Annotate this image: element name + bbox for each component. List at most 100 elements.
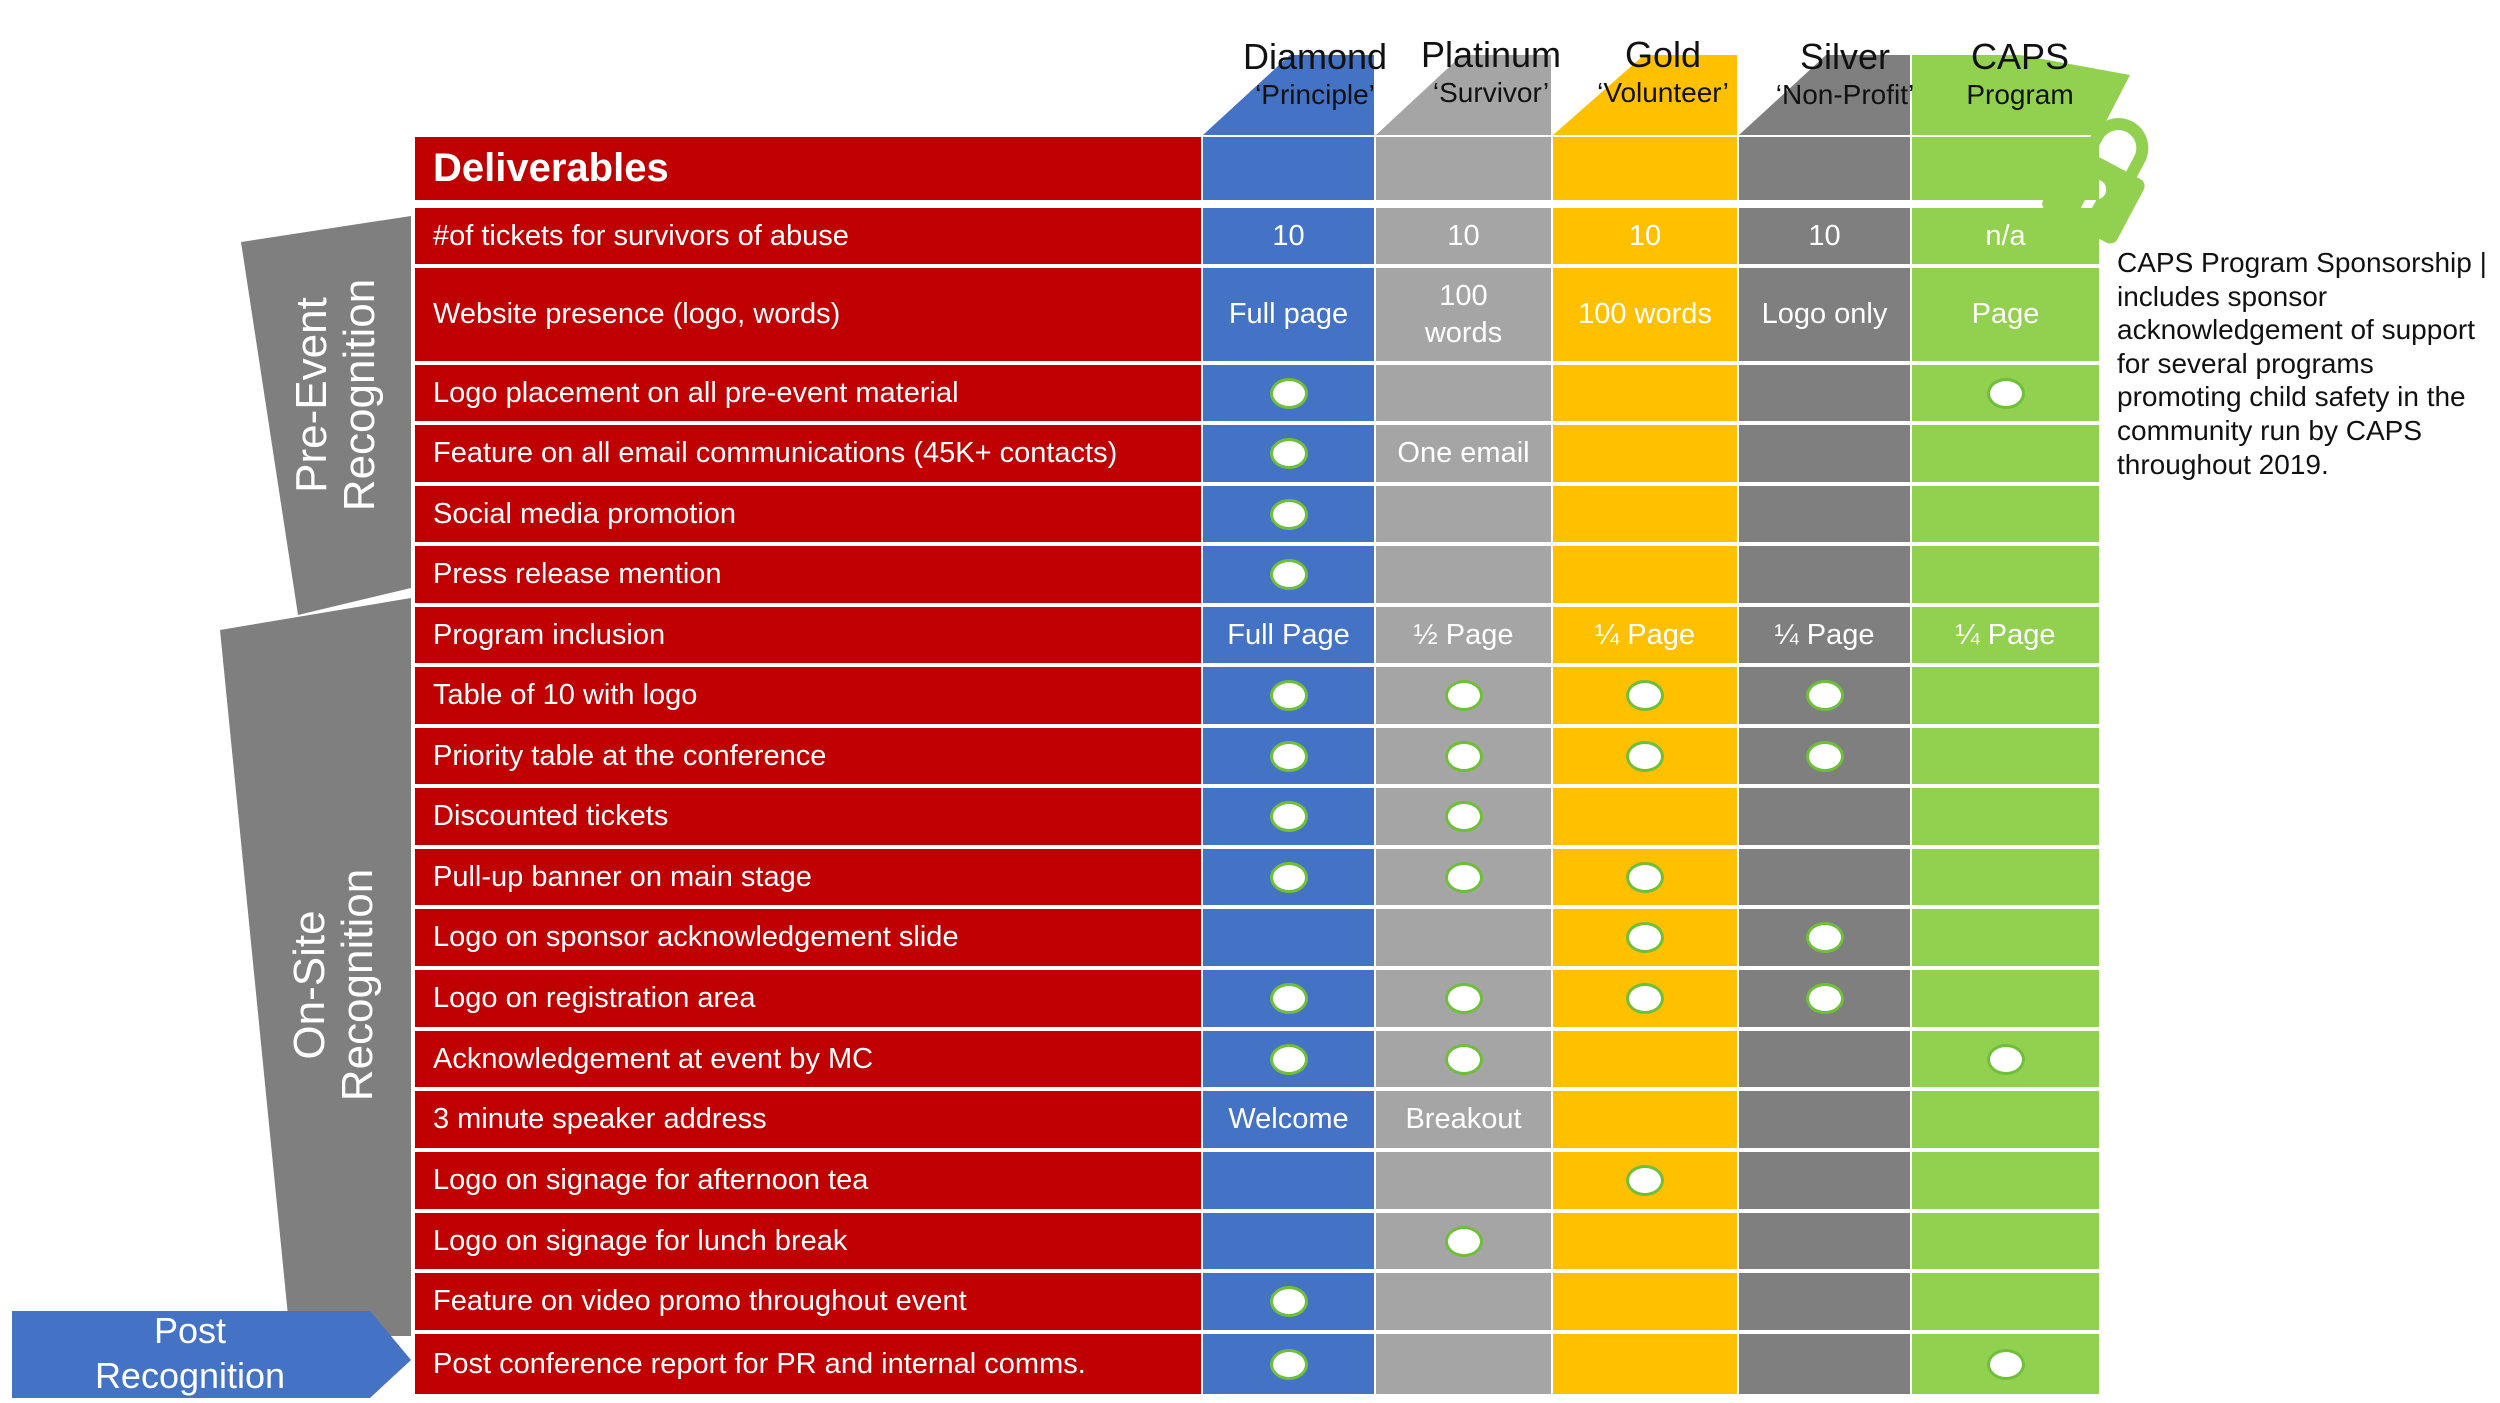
included-dot-icon — [1269, 498, 1308, 530]
cell-diamond: 10 — [1203, 208, 1374, 264]
cell-gold: 10 — [1553, 208, 1737, 264]
row-label: #of tickets for survivors of abuse — [415, 208, 1201, 264]
cell-value: 100 words — [1578, 298, 1712, 331]
included-dot-icon — [1805, 680, 1844, 711]
included-dot-icon — [1269, 680, 1308, 711]
tier-label-diamond: Diamond ‘Principle’ — [1220, 38, 1410, 109]
header-cell-silver — [1739, 137, 1910, 200]
cell-caps — [1912, 546, 2099, 603]
included-dot-icon — [1444, 801, 1483, 832]
cell-caps — [1912, 667, 2099, 724]
included-dot-icon — [1269, 559, 1308, 590]
cell-diamond: Full Page — [1203, 607, 1374, 663]
included-dot-icon — [1269, 740, 1308, 772]
cell-silver: Logo only — [1739, 268, 1910, 361]
cell-gold — [1553, 546, 1737, 603]
cell-platinum — [1376, 1152, 1551, 1209]
tier-name: Gold — [1624, 34, 1702, 75]
row-label: Program inclusion — [415, 607, 1201, 663]
tier-tab-caps — [1912, 55, 2130, 135]
included-dot-icon — [1986, 1348, 2025, 1380]
row-label: Press release mention — [415, 546, 1201, 603]
row-label: Logo on signage for afternoon tea — [415, 1152, 1201, 1209]
included-dot-icon — [1626, 922, 1664, 953]
cell-diamond — [1203, 486, 1374, 542]
cell-value: Breakout — [1405, 1103, 1522, 1136]
row-label: Pull-up banner on main stage — [415, 849, 1201, 905]
tier-subtitle: ‘Volunteer’ — [1597, 76, 1729, 108]
cell-platinum — [1376, 1334, 1551, 1394]
cell-gold — [1553, 1152, 1737, 1209]
cell-caps: ¼ Page — [1912, 607, 2099, 663]
included-dot-icon — [1444, 983, 1483, 1014]
row-label: Website presence (logo, words) — [415, 268, 1201, 361]
included-dot-icon — [1444, 680, 1483, 711]
cell-diamond — [1203, 909, 1374, 966]
cell-caps — [1912, 1273, 2099, 1330]
row-label: Logo on sponsor acknowledgement slide — [415, 909, 1201, 966]
included-dot-icon — [1269, 377, 1308, 409]
cell-diamond — [1203, 970, 1374, 1027]
tier-name: CAPS — [1970, 36, 2070, 77]
cell-platinum — [1376, 1031, 1551, 1087]
included-dot-icon — [1805, 922, 1844, 953]
cell-gold — [1553, 365, 1737, 421]
included-dot-icon — [1444, 740, 1483, 772]
cell-platinum — [1376, 728, 1551, 784]
cell-platinum — [1376, 1213, 1551, 1269]
included-dot-icon — [1626, 680, 1664, 711]
row-label: Social media promotion — [415, 486, 1201, 542]
cell-gold — [1553, 1213, 1737, 1269]
cell-diamond — [1203, 425, 1374, 482]
post-banner — [12, 1311, 411, 1398]
cell-caps — [1912, 849, 2099, 905]
cell-value: 10 — [1447, 219, 1480, 252]
cell-diamond: Welcome — [1203, 1091, 1374, 1148]
included-dot-icon — [1805, 740, 1844, 772]
cell-diamond — [1203, 546, 1374, 603]
included-dot-icon — [1444, 861, 1483, 893]
cell-gold — [1553, 788, 1737, 845]
row-label: Logo on registration area — [415, 970, 1201, 1027]
cell-diamond — [1203, 1031, 1374, 1087]
cell-diamond: Full page — [1203, 268, 1374, 361]
row-label: Post conference report for PR and intern… — [415, 1334, 1201, 1394]
cell-platinum — [1376, 1273, 1551, 1330]
on-site-label: On-Site Recognition — [285, 868, 382, 1102]
cell-caps — [1912, 970, 2099, 1027]
tier-name: Silver — [1799, 36, 1891, 77]
cell-silver: 10 — [1739, 208, 1910, 264]
included-dot-icon — [1269, 1286, 1308, 1317]
cell-silver — [1739, 546, 1910, 603]
row-label: 3 minute speaker address — [415, 1091, 1201, 1148]
cell-caps — [1912, 365, 2099, 421]
cell-caps — [1912, 728, 2099, 784]
on-site-banner — [220, 598, 411, 1336]
cell-silver — [1739, 486, 1910, 542]
included-dot-icon — [1269, 1348, 1308, 1380]
row-label: Priority table at the conference — [415, 728, 1201, 784]
cell-silver — [1739, 1091, 1910, 1148]
header-cell-diamond — [1203, 137, 1374, 200]
cell-diamond — [1203, 1334, 1374, 1394]
tier-subtitle: ‘Non-Profit’ — [1775, 78, 1915, 110]
cell-gold — [1553, 909, 1737, 966]
included-dot-icon — [1269, 438, 1308, 469]
cell-value: Logo only — [1761, 298, 1888, 331]
included-dot-icon — [1269, 983, 1308, 1014]
cell-silver — [1739, 849, 1910, 905]
tier-tab-diamond — [1203, 55, 1374, 135]
cell-platinum: ½ Page — [1376, 607, 1551, 663]
cell-diamond — [1203, 728, 1374, 784]
pre-event-banner — [241, 216, 411, 615]
cell-diamond — [1203, 1273, 1374, 1330]
cell-platinum — [1376, 667, 1551, 724]
cell-diamond — [1203, 365, 1374, 421]
cell-caps: Page — [1912, 268, 2099, 361]
included-dot-icon — [1444, 1043, 1483, 1075]
cell-caps — [1912, 788, 2099, 845]
cell-silver — [1739, 365, 1910, 421]
cell-platinum: 100 words — [1376, 268, 1551, 361]
cell-platinum — [1376, 486, 1551, 542]
cell-silver — [1739, 1031, 1910, 1087]
